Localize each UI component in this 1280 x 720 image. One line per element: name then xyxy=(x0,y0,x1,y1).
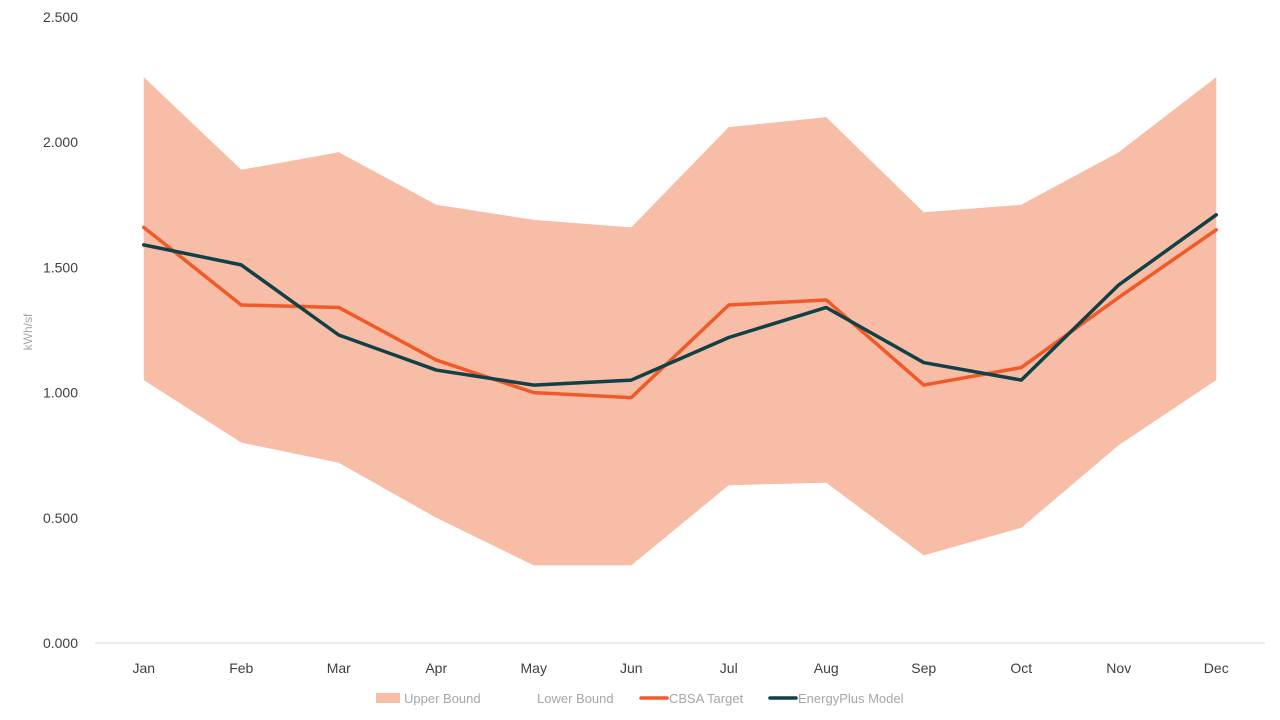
legend-swatch-lower-bound xyxy=(509,693,533,703)
x-tick-label: Sep xyxy=(911,660,936,676)
y-axis-label: kWh/sf xyxy=(21,313,35,350)
x-tick-label: May xyxy=(521,660,547,676)
x-tick-label: Oct xyxy=(1010,660,1032,676)
x-tick-label: Nov xyxy=(1106,660,1131,676)
legend-label-lower-bound: Lower Bound xyxy=(537,691,614,706)
x-tick-label: Aug xyxy=(814,660,839,676)
y-tick-label: 2.500 xyxy=(43,9,78,25)
y-tick-label: 2.000 xyxy=(43,134,78,150)
x-tick-label: Feb xyxy=(229,660,253,676)
x-tick-label: Jul xyxy=(720,660,738,676)
y-tick-label: 0.500 xyxy=(43,510,78,526)
x-tick-label: Apr xyxy=(425,660,447,676)
series-line-energyplus-model xyxy=(142,213,1218,387)
bounds-band-layer xyxy=(143,77,1217,566)
upper-lower-bound-band xyxy=(143,77,1217,566)
axis-layer: 0.000 0.500 1.000 1.500 2.000 2.500 Jan Feb Mar A… xyxy=(43,9,1265,676)
x-tick-label: Dec xyxy=(1204,660,1229,676)
y-tick-label: 0.000 xyxy=(43,635,78,651)
series-line-cbsa-target xyxy=(142,225,1218,400)
y-tick-label: 1.500 xyxy=(43,259,78,275)
legend-label-energyplus-model: EnergyPlus Model xyxy=(798,691,904,706)
series-line-layer xyxy=(142,213,1218,400)
legend-swatch-upper-bound xyxy=(376,693,400,703)
x-tick-label: Jan xyxy=(132,660,155,676)
legend-label-cbsa-target: CBSA Target xyxy=(669,691,744,706)
x-tick-label: Jun xyxy=(620,660,643,676)
legend-label-upper-bound: Upper Bound xyxy=(404,691,481,706)
legend: Upper Bound Lower Bound CBSA Target EnergyP… xyxy=(376,691,904,706)
y-tick-label: 1.000 xyxy=(43,385,78,401)
x-tick-label: Mar xyxy=(327,660,351,676)
